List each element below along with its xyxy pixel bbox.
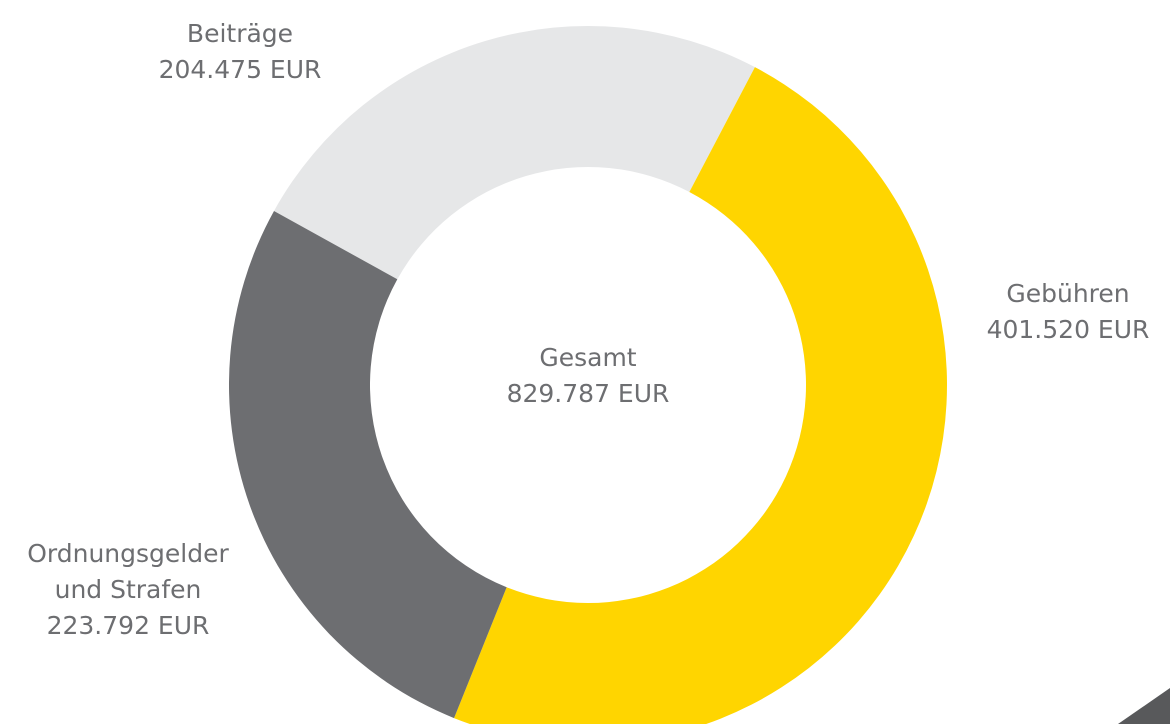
segment-label: Beiträge 204.475 EUR (100, 16, 380, 88)
category-label: Beiträge (186, 19, 294, 48)
corner-decoration (1118, 688, 1170, 724)
value-label: 401.520 EUR (986, 315, 1150, 344)
donut-segment (454, 67, 948, 724)
value-label: 223.792 EUR (46, 611, 210, 640)
donut-segment (228, 210, 507, 719)
value-label: 204.475 EUR (158, 55, 322, 84)
total-value: 829.787 EUR (506, 379, 670, 408)
total-title: Gesamt (539, 343, 637, 372)
category-label: Gebühren (1006, 279, 1130, 308)
donut-segment (274, 25, 755, 280)
segment-label: Gebühren 401.520 EUR (950, 276, 1170, 348)
category-label: Ordnungsgelder und Strafen (27, 539, 229, 604)
center-label: Gesamt 829.787 EUR (448, 340, 728, 412)
segment-label: Ordnungsgelder und Strafen 223.792 EUR (0, 536, 256, 644)
